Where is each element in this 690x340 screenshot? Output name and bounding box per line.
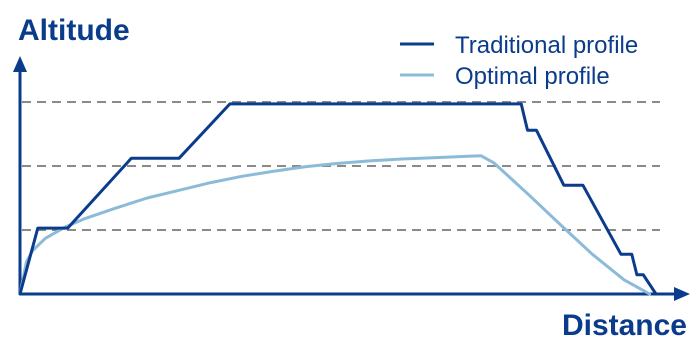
grid-lines bbox=[22, 101, 660, 231]
legend: Traditional profile Optimal profile bbox=[400, 32, 638, 90]
series-line-traditional bbox=[18, 102, 658, 296]
legend-label-traditional: Traditional profile bbox=[455, 32, 638, 59]
x-axis-title: Distance bbox=[562, 309, 687, 340]
axes bbox=[13, 56, 690, 301]
x-axis-arrow-icon bbox=[674, 287, 690, 301]
y-axis-arrow-icon bbox=[13, 56, 27, 72]
legend-label-optimal: Optimal profile bbox=[455, 63, 610, 90]
series-lines bbox=[18, 102, 658, 296]
y-axis-title: Altitude bbox=[18, 14, 130, 47]
